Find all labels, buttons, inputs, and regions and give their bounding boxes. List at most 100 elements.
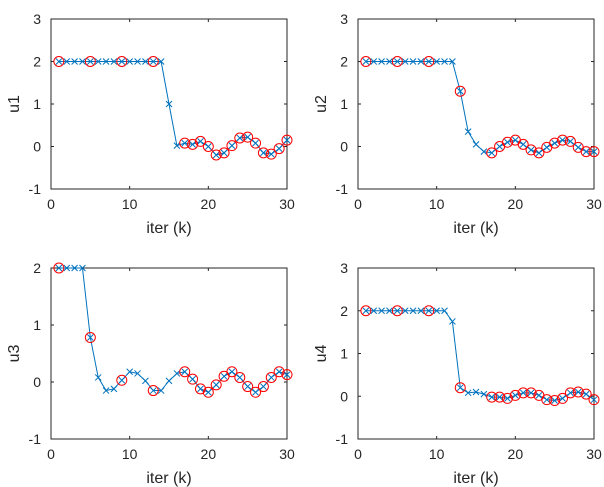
data-point-u3-27: [260, 383, 267, 390]
subplot-u4: 0 10 20 30 -1 0 1 2 3 iter (k) u4: [313, 260, 602, 487]
data-point-u3-26: [252, 388, 259, 396]
x-tick-label: 10: [122, 196, 138, 212]
circle-marker-u3-17: [179, 366, 191, 378]
data-point-u4-10: [433, 307, 441, 315]
y-tick-label: 0: [33, 139, 41, 155]
plot-area-u2: [357, 18, 595, 190]
data-point-u1-17: [181, 139, 189, 147]
circle-marker-u3-23: [226, 366, 238, 378]
circle-marker-u2-25: [549, 137, 561, 149]
data-point-u4-21: [519, 389, 527, 397]
data-point-u1-7: [102, 58, 110, 65]
circle-marker-u3-1: [53, 262, 65, 274]
circle-marker-u3-18: [187, 373, 199, 385]
data-point-u4-27: [567, 389, 574, 397]
data-point-u1-21: [212, 151, 220, 159]
circle-marker-u1-13: [147, 56, 159, 67]
y-tick-label: 0: [340, 388, 348, 404]
circle-marker-u4-29: [580, 388, 592, 400]
circle-marker-u3-5: [84, 332, 96, 344]
data-point-u1-3: [71, 58, 78, 65]
data-point-u3-6: [94, 374, 102, 381]
circle-marker-u2-26: [557, 134, 569, 146]
circle-marker-u1-20: [202, 141, 214, 152]
data-point-u2-17: [488, 149, 496, 157]
data-point-u3-15: [165, 377, 173, 385]
y-tick-label: 3: [340, 260, 348, 276]
data-point-u1-2: [63, 58, 71, 65]
data-point-u3-22: [220, 372, 228, 380]
data-point-u2-30: [590, 148, 598, 155]
data-point-u2-13: [456, 87, 464, 95]
data-point-u1-4: [79, 58, 86, 65]
circle-marker-u3-25: [242, 381, 254, 393]
x-tick-label: 0: [47, 446, 55, 462]
x-tick-label: 30: [279, 196, 295, 212]
data-point-u2-26: [559, 136, 566, 144]
data-point-u2-8: [417, 58, 425, 65]
data-point-u1-10: [126, 58, 134, 65]
circle-marker-u3-30: [281, 369, 293, 381]
circle-marker-u2-13: [454, 85, 466, 97]
circle-marker-u3-20: [202, 386, 214, 398]
data-point-u4-5: [393, 307, 401, 315]
circle-marker-u4-30: [588, 394, 600, 406]
circle-marker-u1-18: [187, 138, 199, 150]
circle-marker-u4-21: [517, 387, 529, 399]
x-tick-label: 30: [279, 446, 295, 462]
circle-marker-u1-1: [53, 56, 65, 67]
data-point-u2-25: [551, 139, 559, 147]
data-point-u3-8: [110, 385, 118, 393]
circle-marker-u3-9: [116, 374, 128, 386]
subplot-u1: 0 10 20 30 -1 0 1 2 3 iter (k) u1: [6, 11, 295, 237]
x-axis-label: iter (k): [453, 220, 498, 237]
circle-marker-u3-26: [250, 386, 262, 398]
data-point-u2-2: [370, 58, 378, 65]
data-point-u1-12: [142, 58, 149, 65]
x-axis-label: iter (k): [146, 220, 191, 237]
data-point-u4-26: [559, 395, 566, 402]
circle-marker-u1-30: [281, 134, 293, 146]
data-point-u3-5: [86, 334, 94, 341]
data-point-u4-15: [472, 388, 480, 396]
circle-marker-u4-1: [360, 305, 372, 317]
y-tick-label: 1: [33, 96, 41, 112]
data-point-u4-14: [464, 389, 472, 397]
x-tick-label: 10: [122, 446, 138, 462]
data-point-u4-23: [535, 392, 543, 399]
data-point-u4-16: [480, 390, 488, 398]
circle-marker-u4-26: [557, 392, 569, 404]
x-axis-label: iter (k): [146, 470, 191, 487]
data-point-u3-7: [102, 387, 110, 394]
circle-marker-u1-23: [226, 140, 238, 152]
circle-marker-u3-29: [273, 366, 285, 378]
y-tick-label: 2: [33, 260, 41, 276]
data-point-u1-1: [55, 58, 63, 65]
data-point-u4-2: [370, 307, 378, 315]
y-axis-label: u4: [313, 345, 330, 363]
data-point-u3-28: [267, 374, 275, 381]
data-point-u1-26: [252, 139, 259, 147]
circle-marker-u1-9: [116, 56, 128, 67]
data-point-u2-4: [386, 58, 393, 65]
circle-marker-u2-29: [580, 146, 592, 158]
x-tick-label: 20: [508, 446, 524, 462]
data-point-u3-14: [157, 387, 165, 394]
y-tick-label: 2: [340, 54, 348, 70]
data-point-u1-28: [267, 150, 275, 158]
circle-marker-u1-19: [194, 135, 206, 147]
data-point-u1-11: [134, 58, 141, 65]
data-point-u4-19: [504, 395, 511, 402]
data-point-u2-19: [504, 138, 511, 146]
data-point-u1-27: [260, 149, 267, 157]
subplot-u3: 0 10 20 30 -1 0 1 2 iter (k) u3: [6, 260, 295, 487]
data-point-u3-16: [173, 370, 181, 377]
data-point-u2-5: [393, 58, 401, 65]
circle-marker-u3-13: [147, 385, 159, 397]
data-point-u3-25: [244, 383, 252, 390]
data-point-u2-10: [433, 58, 441, 65]
circle-marker-u4-22: [525, 387, 537, 399]
data-point-u1-6: [94, 58, 102, 65]
data-point-u4-11: [441, 307, 448, 315]
